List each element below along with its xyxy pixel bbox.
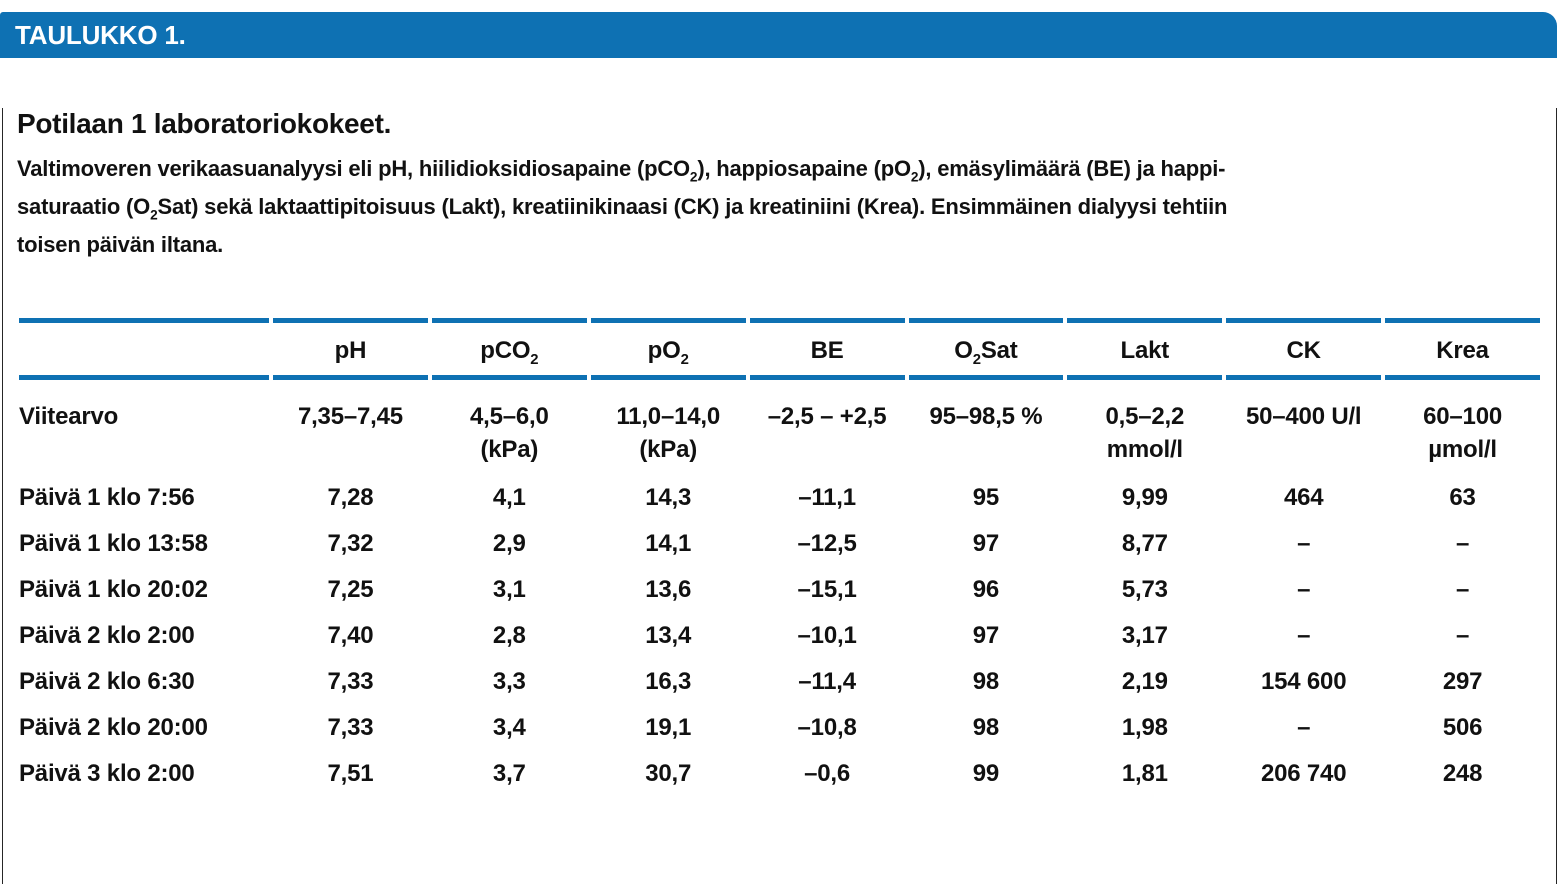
value-cell: – <box>1297 576 1311 603</box>
reference-cell: –2,5 – +2,5 <box>767 403 887 430</box>
value-cell: 13,4 <box>645 622 692 649</box>
table-row: Päivä 2 klo 20:00 7,33 3,4 19,1 –10,8 98 1,98 –… <box>19 705 1540 751</box>
value-cell: –11,4 <box>798 668 856 695</box>
value-cell: 14,1 <box>645 530 692 557</box>
value-cell: 1,98 <box>1121 714 1168 741</box>
reference-cell: 60–100 µmol/l <box>1423 403 1502 463</box>
value-cell: – <box>1455 622 1470 649</box>
value-cell: –11,1 <box>798 484 856 511</box>
table-row: Päivä 3 klo 2:00 7,51 3,7 30,7 –0,6 99 1,81 206… <box>19 751 1540 797</box>
value-cell: 3,17 <box>1121 622 1168 649</box>
reference-cell: 95–98,5 % <box>929 403 1043 430</box>
table-frame: Potilaan 1 laboratoriokokeet. Valtimover… <box>2 108 1557 884</box>
value-cell: 13,6 <box>645 576 692 603</box>
table-title-bar: TAULUKKO 1. <box>0 12 1557 58</box>
table-row: Päivä 1 klo 20:02 7,25 3,1 13,6 –15,1 96 5,73 –… <box>19 567 1540 613</box>
column-header-be: BE <box>749 318 905 380</box>
value-cell: 7,33 <box>327 668 374 695</box>
value-cell: 206 740 <box>1261 760 1347 787</box>
value-cell: – <box>1455 530 1470 557</box>
value-cell: 7,28 <box>327 484 374 511</box>
value-cell: 3,4 <box>492 714 526 741</box>
value-cell: 506 <box>1442 714 1483 741</box>
table-row: Päivä 1 klo 13:58 7,32 2,9 14,1 –12,5 97 8,77 –… <box>19 521 1540 567</box>
value-cell: 63 <box>1449 484 1476 511</box>
row-label: Päivä 2 klo 6:30 <box>19 668 195 695</box>
value-cell: 1,81 <box>1121 760 1168 787</box>
column-header-lakt: Lakt <box>1067 318 1223 380</box>
table-description: Valtimoveren verikaasuanalyysi eli pH, h… <box>17 156 1228 257</box>
header-row: pH pCO2 pO2 BE O2Sat Lakt CK Krea <box>19 318 1540 380</box>
row-label: Päivä 3 klo 2:00 <box>19 760 195 787</box>
value-cell: – <box>1297 714 1311 741</box>
value-cell: 7,25 <box>327 576 374 603</box>
reference-cell: 0,5–2,2 mmol/l <box>1105 403 1185 463</box>
value-cell: 98 <box>972 668 1000 695</box>
value-cell: – <box>1455 576 1470 603</box>
value-cell: –10,1 <box>797 622 857 649</box>
value-cell: 97 <box>972 622 1000 649</box>
table-header: pH pCO2 pO2 BE O2Sat Lakt CK Krea <box>19 318 1540 380</box>
table-row: Päivä 2 klo 6:30 7,33 3,3 16,3 –11,4 98 2,19 15… <box>19 659 1540 705</box>
reference-cell: 7,35–7,45 <box>297 403 403 430</box>
table-caption: Potilaan 1 laboratoriokokeet. <box>17 108 392 139</box>
value-cell: 16,3 <box>645 668 692 695</box>
table-row: Päivä 1 klo 7:56 7,28 4,1 14,3 –11,1 95 9,99 46… <box>19 475 1540 521</box>
lab-results-table: pH pCO2 pO2 BE O2Sat Lakt CK Krea Viitearvo 7,35… <box>15 318 1544 797</box>
value-cell: 3,1 <box>492 576 526 603</box>
value-cell: 4,1 <box>492 484 526 511</box>
table-row: Päivä 2 klo 2:00 7,40 2,8 13,4 –10,1 97 3,17 – – <box>19 613 1540 659</box>
value-cell: –10,8 <box>797 714 857 741</box>
reference-cell: 4,5–6,0 (kPa) <box>469 403 549 463</box>
value-cell: 7,32 <box>327 530 374 557</box>
value-cell: –15,1 <box>797 576 857 603</box>
value-cell: 2,8 <box>492 622 526 649</box>
row-label: Päivä 1 klo 20:02 <box>19 576 208 603</box>
value-cell: 3,3 <box>492 668 526 695</box>
value-cell: – <box>1297 622 1311 649</box>
row-label: Päivä 2 klo 20:00 <box>19 714 208 741</box>
value-cell: 464 <box>1283 484 1324 511</box>
column-header-ck: CK <box>1226 318 1382 380</box>
value-cell: 30,7 <box>645 760 692 787</box>
value-cell: 98 <box>972 714 1000 741</box>
reference-cell: 50–400 U/l <box>1245 403 1362 430</box>
value-cell: 9,99 <box>1121 484 1168 511</box>
value-cell: 19,1 <box>645 714 692 741</box>
reference-cell: 11,0–14,0 (kPa) <box>616 403 721 463</box>
value-cell: 2,9 <box>492 530 526 557</box>
value-cell: 14,3 <box>645 484 692 511</box>
value-cell: 8,77 <box>1121 530 1168 557</box>
value-cell: 7,51 <box>327 760 374 787</box>
row-label: Päivä 1 klo 13:58 <box>19 530 208 557</box>
value-cell: 297 <box>1442 668 1483 695</box>
value-cell: 5,73 <box>1121 576 1168 603</box>
value-cell: 96 <box>972 576 1000 603</box>
column-header-pco2: pCO2 <box>431 318 587 380</box>
table-body: Viitearvo 7,35–7,45 4,5–6,0 (kPa) 11,0–14,0(… <box>19 380 1540 797</box>
value-cell: 7,40 <box>327 622 374 649</box>
value-cell: 248 <box>1442 760 1483 787</box>
value-cell: 7,33 <box>327 714 374 741</box>
column-header-o2sat: O2Sat <box>908 318 1064 380</box>
row-label: Päivä 1 klo 7:56 <box>19 484 195 511</box>
value-cell: –12,5 <box>797 530 857 557</box>
column-header-po2: pO2 <box>590 318 746 380</box>
value-cell: 99 <box>972 760 1000 787</box>
value-cell: 3,7 <box>492 760 526 787</box>
row-label: Päivä 2 klo 2:00 <box>19 622 195 649</box>
column-header-krea: Krea <box>1385 318 1540 380</box>
value-cell: 95 <box>972 484 1000 511</box>
value-cell: – <box>1297 530 1311 557</box>
table-number-label: TAULUKKO 1. <box>15 20 186 50</box>
value-cell: 154 600 <box>1261 668 1347 695</box>
value-cell: 97 <box>972 530 1000 557</box>
column-header-ph: pH <box>273 318 428 380</box>
value-cell: 2,19 <box>1121 668 1168 695</box>
column-header-row-label <box>19 318 269 380</box>
row-label: Viitearvo <box>19 403 119 430</box>
value-cell: –0,6 <box>804 760 851 787</box>
reference-row: Viitearvo 7,35–7,45 4,5–6,0 (kPa) 11,0–14,0(… <box>19 380 1540 475</box>
